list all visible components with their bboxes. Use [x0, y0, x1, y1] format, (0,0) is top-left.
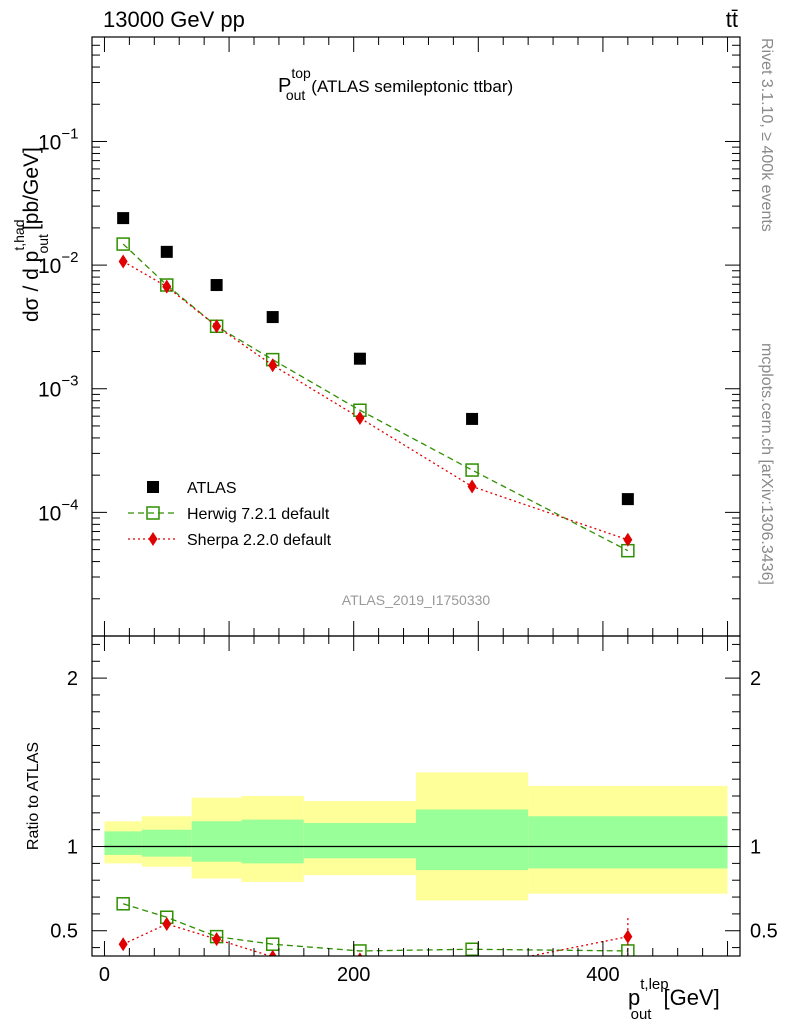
ratio-point	[212, 932, 222, 947]
ratio-y-tick-label-right: 0.5	[750, 921, 778, 943]
data-point	[268, 358, 278, 373]
data-point	[116, 237, 130, 251]
ratio-point	[357, 952, 363, 956]
data-point	[210, 279, 223, 292]
ratio-y-tick-label-right: 1	[750, 837, 761, 859]
main-panel: Ptop out (ATLAS semileptonic ttbar) 10−110…	[38, 36, 741, 637]
legend-label: ATLAS	[187, 480, 237, 497]
ratio-point	[162, 917, 172, 931]
x-axis-label: pt,lep out[GeV]	[628, 976, 720, 1023]
mcplots-label: mcplots.cern.ch [arXiv:1306.3436]	[758, 343, 775, 585]
main-series-layer	[116, 212, 635, 558]
data-point	[117, 212, 130, 225]
data-point	[353, 352, 366, 365]
ratio-y-axis-label: Ratio to ATLAS	[25, 742, 42, 850]
y-tick-label: 10−1	[38, 125, 78, 154]
legend-marker	[146, 506, 160, 520]
ratio-point	[468, 961, 477, 975]
data-point	[621, 493, 634, 506]
y-tick-label: 10−3	[38, 373, 78, 402]
legend-label: Sherpa 2.2.0 default	[187, 532, 332, 549]
data-point	[162, 279, 172, 294]
ratio-y-tick-label: 1	[67, 837, 78, 859]
main-y-axis-label: dσ / d pt,had out[pb/GeV]	[11, 147, 51, 322]
legend: ATLAS Herwig 7.2.1 default Sherpa 2.2.0 de…	[128, 480, 332, 549]
ratio-point	[268, 949, 277, 956]
ratio-y-tick-label: 0.5	[50, 921, 78, 943]
data-point	[466, 412, 479, 425]
process-label: tt̄	[726, 7, 738, 32]
data-point	[118, 254, 128, 269]
ratio-point	[116, 897, 130, 911]
data-point	[212, 319, 222, 334]
ratio-line	[122, 923, 628, 956]
ratio-series-1	[118, 917, 633, 975]
legend-marker	[148, 532, 158, 546]
ratio-y-tick-label: 2	[67, 668, 78, 690]
band-inner	[241, 819, 304, 864]
rivet-version-label: Rivet 3.1.10, ≥ 400k events	[758, 38, 775, 232]
ratio-panel: 0.5 0.5 1 1 2 2 0 200 400	[50, 37, 778, 986]
legend-label: Herwig 7.2.1 default	[187, 506, 330, 523]
ratio-point	[623, 929, 633, 944]
series-0	[117, 212, 634, 506]
band-inner	[191, 821, 242, 862]
ratio-y-tick-label-right: 2	[750, 668, 761, 690]
series-line	[122, 243, 629, 552]
band-inner	[303, 822, 416, 859]
legend-marker	[147, 481, 159, 493]
data-point	[465, 463, 479, 477]
data-point	[355, 410, 365, 425]
ratio-bands	[104, 772, 728, 901]
series-2	[118, 254, 633, 547]
ratio-y-ticks: 0.5 0.5 1 1 2 2	[50, 643, 778, 949]
data-point	[266, 311, 279, 324]
data-point	[623, 532, 633, 547]
data-point	[467, 479, 477, 494]
x-tick-label: 0	[99, 964, 110, 986]
data-point	[160, 245, 173, 258]
main-y-ticks: 10−1 10−2 10−3 10−4	[38, 44, 740, 637]
ratio-series-0	[116, 897, 635, 956]
ratio-line	[122, 903, 628, 952]
series-line	[122, 260, 629, 541]
y-tick-label: 10−2	[38, 249, 78, 278]
band-inner	[416, 809, 529, 871]
band-inner	[141, 829, 192, 857]
watermark: ATLAS_2019_I1750330	[342, 592, 491, 608]
band-inner	[528, 816, 728, 869]
y-tick-label: 10−4	[38, 496, 78, 525]
ratio-series-layer	[116, 897, 635, 975]
beam-label: 13000 GeV pp	[103, 7, 245, 32]
ratio-point	[118, 937, 128, 952]
main-title: Ptop out (ATLAS semileptonic ttbar)	[278, 65, 513, 103]
band-inner	[104, 831, 142, 855]
x-tick-label: 400	[586, 964, 619, 986]
x-ticks: 0 200 400	[99, 37, 729, 986]
x-tick-label: 200	[337, 964, 370, 986]
